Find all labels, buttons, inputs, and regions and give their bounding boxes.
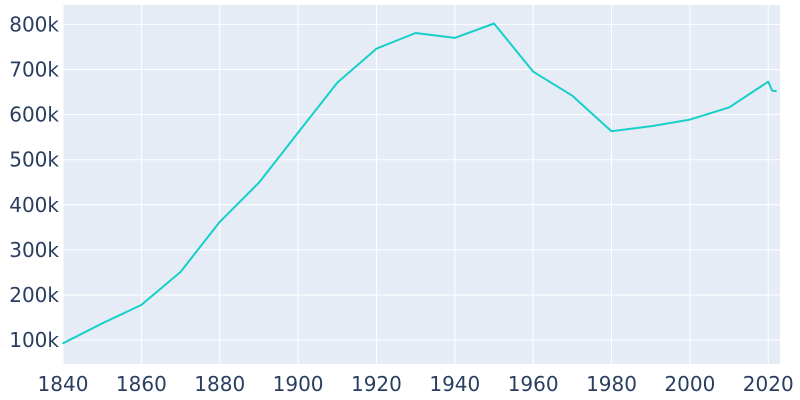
x-tick-label: 1980	[586, 372, 637, 396]
y-tick-label: 600k	[9, 103, 59, 127]
series-layer	[62, 22, 777, 345]
data-point	[771, 89, 773, 92]
y-tick-label: 500k	[9, 148, 59, 172]
data-point	[101, 322, 103, 325]
data-point	[649, 125, 652, 128]
plot-area	[63, 5, 780, 364]
y-tick-label: 200k	[9, 283, 59, 307]
data-point	[414, 32, 417, 34]
data-point	[610, 130, 613, 133]
y-tick-label: 700k	[9, 57, 59, 81]
x-tick-label: 1840	[38, 372, 89, 396]
x-tick-label: 1880	[194, 372, 245, 396]
data-point	[454, 37, 456, 39]
x-tick-label: 1860	[116, 372, 167, 396]
data-point	[62, 342, 64, 345]
x-tick-label: 2020	[743, 372, 794, 396]
data-point	[140, 304, 143, 306]
x-axis: 1840 1860 1880 1900 1920 1940 1960 1980 2000 2020	[38, 372, 794, 396]
data-point	[258, 181, 260, 184]
y-tick-label: 400k	[9, 193, 59, 217]
data-point	[493, 22, 495, 25]
data-point	[728, 106, 730, 109]
y-tick-label: 300k	[9, 238, 59, 262]
y-tick-label: 800k	[9, 12, 59, 36]
data-point	[775, 90, 777, 92]
x-tick-label: 2000	[664, 372, 715, 396]
data-point	[532, 70, 534, 73]
x-tick-label: 1940	[429, 372, 480, 396]
x-tick-label: 1920	[351, 372, 402, 396]
x-tick-label: 1960	[508, 372, 559, 396]
x-tick-label: 1900	[273, 372, 324, 396]
grid-lines	[62, 5, 780, 364]
y-tick-label: 100k	[9, 328, 59, 352]
data-point	[767, 80, 770, 83]
data-point	[336, 81, 339, 84]
data-point	[179, 271, 182, 273]
data-point	[297, 131, 299, 134]
data-point	[375, 47, 378, 50]
y-axis: 100k 200k 300k 400k 500k 600k 700k 800k	[9, 12, 59, 352]
data-point	[689, 118, 691, 121]
data-point	[218, 221, 221, 223]
data-point	[571, 94, 574, 97]
